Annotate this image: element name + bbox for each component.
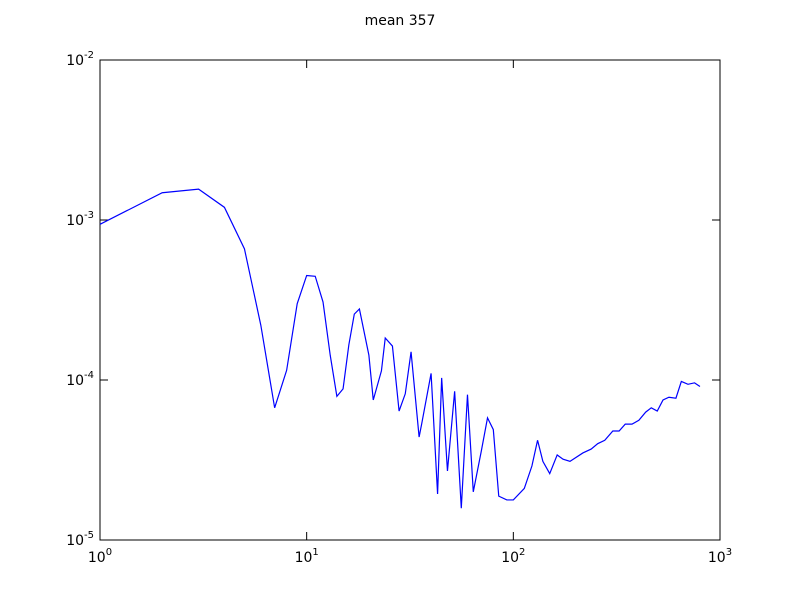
y-tick-label: 10-3 bbox=[66, 210, 94, 229]
data-line bbox=[99, 188, 701, 509]
y-tick-label: 10-4 bbox=[66, 370, 94, 389]
x-tick-label: 103 bbox=[708, 547, 732, 566]
plot-frame bbox=[99, 59, 721, 541]
y-tick-label: 10-5 bbox=[66, 530, 94, 549]
x-tick-label: 102 bbox=[501, 547, 525, 566]
x-tick-label: 100 bbox=[88, 547, 112, 566]
x-tick-label: 101 bbox=[295, 547, 319, 566]
chart-title: mean 357 bbox=[365, 13, 436, 29]
y-tick-label: 10-2 bbox=[66, 50, 94, 69]
